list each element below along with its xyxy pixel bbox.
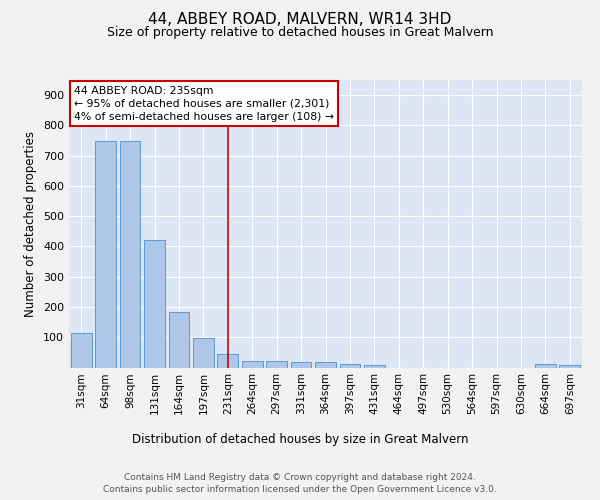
Bar xyxy=(290,362,311,368)
Bar xyxy=(144,240,165,368)
Text: Contains HM Land Registry data © Crown copyright and database right 2024.: Contains HM Land Registry data © Crown c… xyxy=(124,472,476,482)
Bar xyxy=(242,362,263,368)
Bar xyxy=(364,366,385,368)
Bar xyxy=(71,334,92,368)
Text: Size of property relative to detached houses in Great Malvern: Size of property relative to detached ho… xyxy=(107,26,493,39)
Bar xyxy=(559,365,580,368)
Bar xyxy=(95,141,116,368)
Bar xyxy=(340,364,361,368)
Bar xyxy=(193,338,214,368)
Text: 44, ABBEY ROAD, MALVERN, WR14 3HD: 44, ABBEY ROAD, MALVERN, WR14 3HD xyxy=(148,12,452,28)
Bar xyxy=(169,312,190,368)
Bar xyxy=(266,361,287,368)
Bar xyxy=(535,364,556,368)
Text: 44 ABBEY ROAD: 235sqm
← 95% of detached houses are smaller (2,301)
4% of semi-de: 44 ABBEY ROAD: 235sqm ← 95% of detached … xyxy=(74,86,334,122)
Bar xyxy=(217,354,238,368)
Y-axis label: Number of detached properties: Number of detached properties xyxy=(25,130,37,317)
Text: Contains public sector information licensed under the Open Government Licence v3: Contains public sector information licen… xyxy=(103,485,497,494)
Text: Distribution of detached houses by size in Great Malvern: Distribution of detached houses by size … xyxy=(132,432,468,446)
Bar xyxy=(119,141,140,368)
Bar xyxy=(315,362,336,368)
